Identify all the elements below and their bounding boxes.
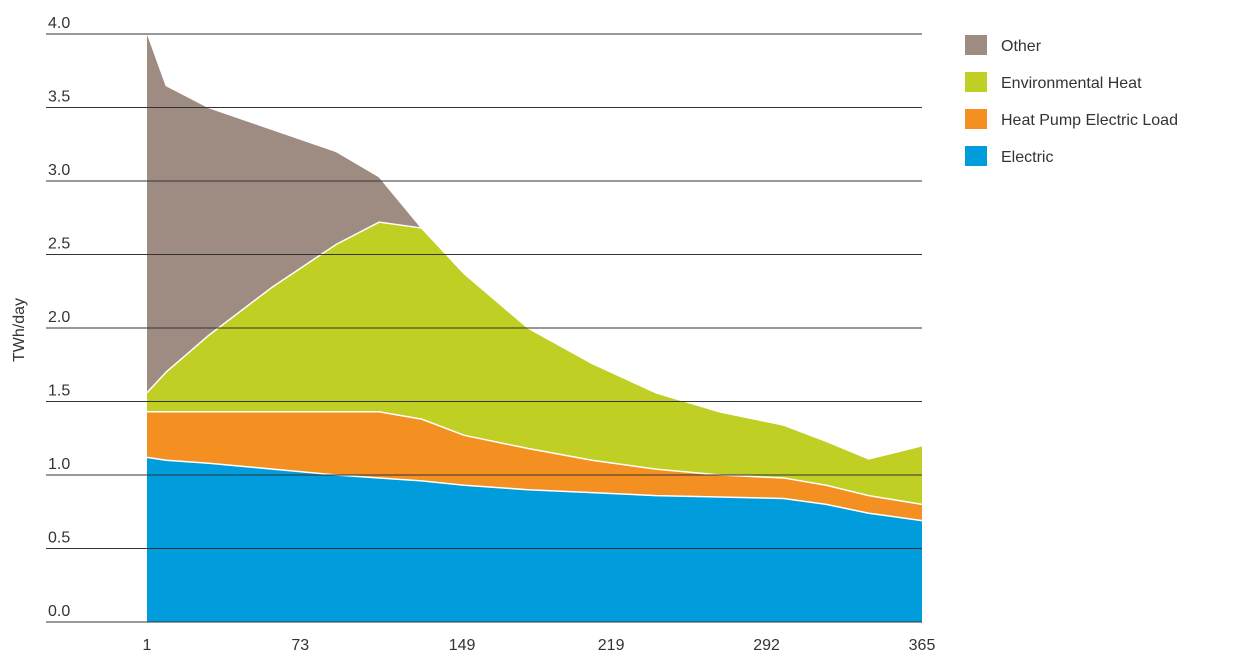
y-tick-label: 2.0 [48,309,70,326]
separator-heat-pump-electric-load [147,411,923,506]
x-tick-label: 219 [598,637,625,654]
y-axis-ticks: 0.0 0.5 1.0 1.5 2.0 2.5 3.0 3.5 4.0 [48,15,70,620]
legend-swatch-electric [965,146,987,166]
legend-swatch-environmental-heat [965,72,987,92]
legend-label-heat-pump-electric-load: Heat Pump Electric Load [1001,112,1178,129]
gridlines [46,33,922,623]
y-tick-label: 3.5 [48,89,70,106]
y-tick-label: 0.5 [48,530,70,547]
x-tick-label: 73 [291,637,309,654]
legend-label-other: Other [1001,38,1042,55]
y-tick-label: 4.0 [48,15,70,32]
legend-label-electric: Electric [1001,149,1053,166]
area-heat-pump-electric-load [147,411,922,521]
y-tick-label: 1.0 [48,456,70,473]
y-tick-label: 3.0 [48,162,70,179]
area-environmental-heat [147,222,922,505]
legend-swatch-other [965,35,987,55]
legend-label-environmental-heat: Environmental Heat [1001,75,1142,92]
area-other [147,32,922,459]
x-tick-label: 365 [909,637,936,654]
x-tick-label: 292 [753,637,780,654]
legend-swatch-heat-pump-electric-load [965,109,987,129]
x-axis-ticks: 1 73 149 219 292 365 [143,637,936,654]
separator-electric [146,456,923,522]
x-tick-label: 149 [449,637,476,654]
y-tick-label: 2.5 [48,236,70,253]
y-tick-label: 0.0 [48,603,70,620]
legend: Other Environmental Heat Heat Pump Electri… [965,35,1178,166]
series-separators [146,32,923,522]
y-tick-label: 1.5 [48,383,70,400]
area-layers [147,32,922,622]
y-axis-title: TWh/day [11,298,28,362]
x-tick-label: 1 [143,637,152,654]
separator-other [146,32,923,460]
area-electric [147,457,922,622]
